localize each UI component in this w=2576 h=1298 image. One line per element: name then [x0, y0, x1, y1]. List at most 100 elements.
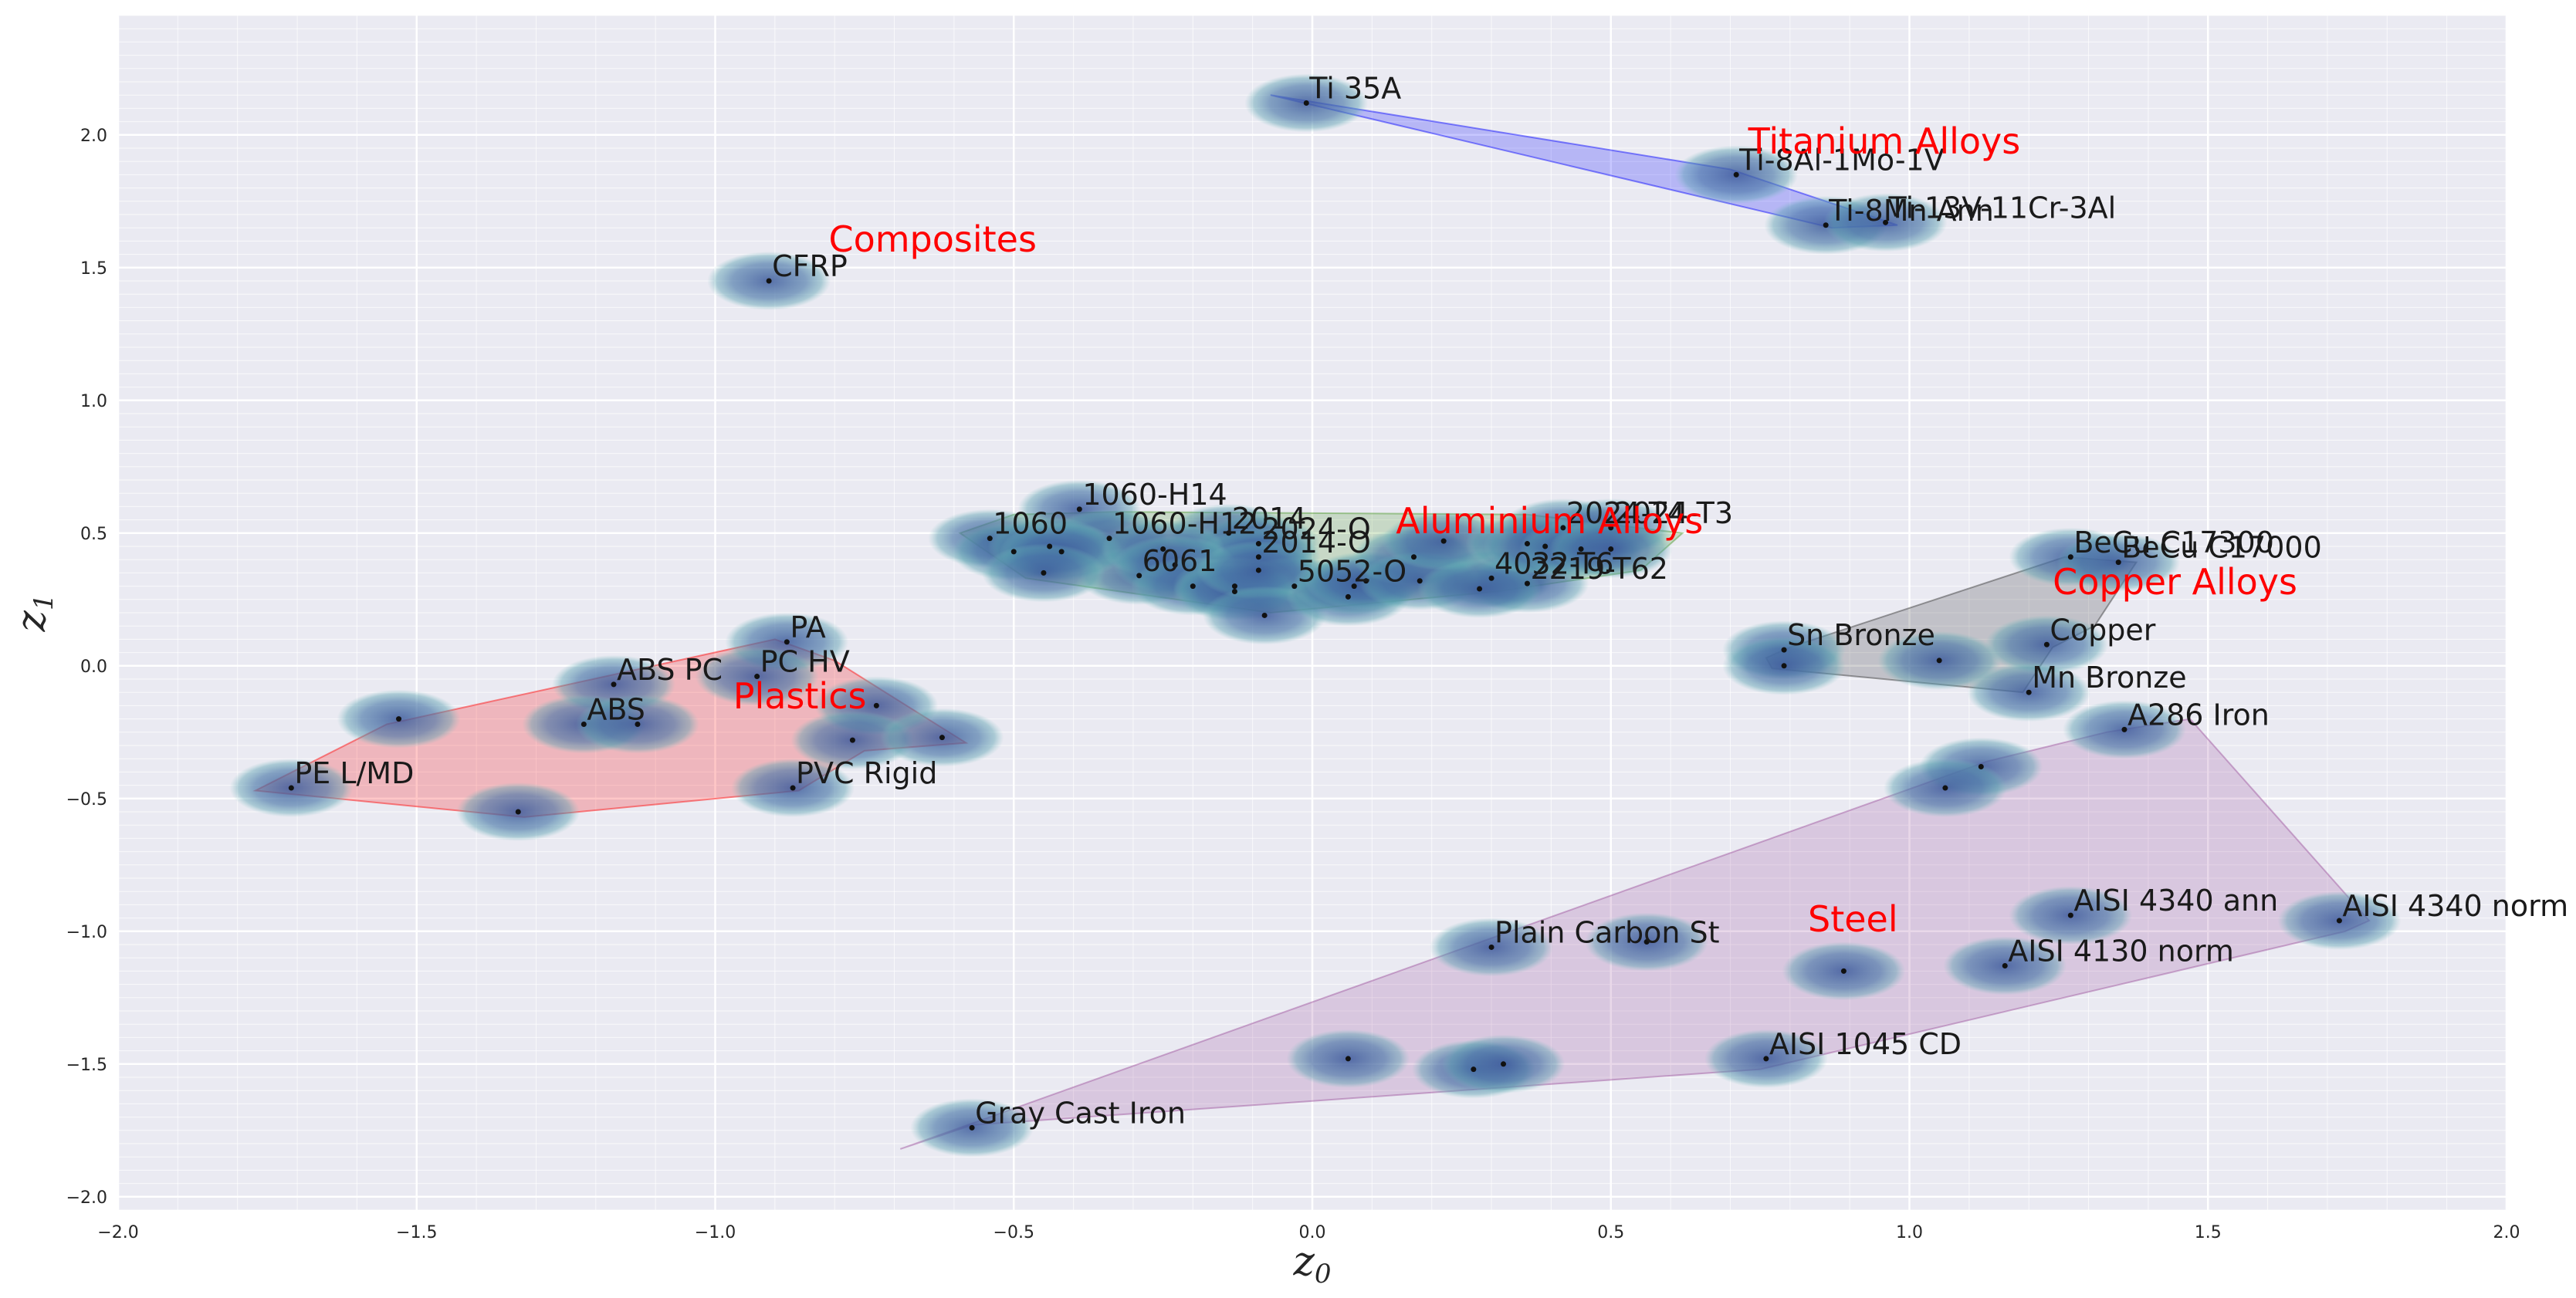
y-tick-label: −0.5 [66, 790, 107, 810]
point-label-mn-bronze: Mn Bronze [2032, 661, 2186, 695]
y-tick-label: −2.0 [66, 1188, 107, 1208]
point-aisi-4340-ann [2067, 912, 2073, 918]
point-steel [1978, 764, 1984, 770]
point-aluminium-alloys [1231, 588, 1237, 594]
point-aluminium-alloys [1255, 567, 1261, 573]
point-label-ti-35a: Ti 35A [1308, 72, 1401, 106]
point-ti-13v-11cr-3al [1883, 219, 1889, 225]
point-label-aisi-4340-ann: AISI 4340 ann [2073, 884, 2278, 918]
point-aluminium-alloys [1477, 586, 1483, 592]
point-5052-o [1291, 583, 1298, 590]
x-tick-label: 1.0 [1896, 1223, 1923, 1242]
point-label-1060-h14: 1060-H14 [1082, 478, 1227, 512]
point-plain-carbon-st [1488, 944, 1494, 950]
point-steel [1840, 968, 1847, 974]
x-tick-label: 0.5 [1597, 1223, 1624, 1242]
point-abs [581, 721, 587, 727]
point-label-2014-o: 2014-O [1261, 526, 1370, 559]
point-aluminium-alloys [1047, 543, 1053, 549]
y-axis-title: z1 [8, 593, 59, 632]
point-steel [1471, 1066, 1477, 1073]
point-aluminium-alloys [1351, 583, 1357, 590]
point-1060-h12 [1106, 536, 1112, 542]
x-tick-label: −0.5 [994, 1223, 1034, 1242]
group-label-plastics: Plastics [733, 675, 867, 717]
point-steel [1643, 939, 1650, 945]
group-labels: Titanium Alloys Composites Aluminium Alloy… [733, 120, 2297, 940]
point-label-6061: 6061 [1142, 544, 1217, 578]
point-pe-l-md [288, 785, 294, 791]
point-label-plain-carbon-st: Plain Carbon St [1494, 915, 1719, 949]
point-label-a286-iron: A286 Iron [2127, 698, 2270, 732]
point-aisi-4340-norm [2336, 918, 2342, 924]
point-aluminium-alloys [1160, 546, 1166, 552]
y-tick-label: 1.5 [80, 259, 107, 279]
x-tick-label: 0.0 [1299, 1223, 1326, 1242]
point-6061 [1136, 573, 1142, 579]
point-2024-t4 [1560, 525, 1566, 531]
group-label-aluminium-alloys: Aluminium Alloys [1396, 500, 1703, 542]
point-label-becu-c17000: BeCu C17000 [2121, 531, 2322, 565]
y-tick-label: 0.5 [80, 525, 107, 544]
point-plastics [396, 716, 402, 722]
point-aluminium-alloys [1410, 554, 1417, 560]
x-axis-title-main: z [1292, 1239, 1315, 1285]
y-tick-label: 0.0 [80, 657, 107, 677]
point-plastics [849, 737, 855, 743]
data-points [288, 100, 2342, 1131]
x-tick-label: −1.5 [396, 1223, 437, 1242]
point-copper [2043, 641, 2050, 647]
point-plastics [635, 721, 641, 727]
point-label-abs: ABS [587, 692, 645, 726]
point-1060-h14 [1076, 506, 1082, 512]
point-label-5052-o: 5052-O [1298, 555, 1406, 589]
point-label-aisi-4130-norm: AISI 4130 norm [2008, 935, 2234, 968]
point-copper-alloys [1936, 657, 1942, 664]
point-1060 [987, 536, 993, 542]
point-aluminium-alloys [1041, 570, 1047, 576]
point-copper-alloys [1781, 663, 1787, 669]
point-label-2024-t4: 2024-T4 [1566, 496, 1685, 530]
y-axis-title-main: z [8, 610, 55, 633]
y-tick-label: −1.0 [66, 923, 107, 942]
point-label-4032-t6: 4032-T6 [1494, 546, 1613, 580]
y-axis-ticks: −2.0 −1.5 −1.0 −0.5 0.0 0.5 1.0 1.5 2.0 [66, 127, 107, 1208]
point-2014-o [1255, 554, 1261, 560]
point-pc-hv [754, 674, 760, 680]
point-aluminium-alloys [1172, 562, 1178, 568]
x-tick-label: 2.0 [2493, 1223, 2520, 1242]
point-aisi-4130-norm [2002, 963, 2008, 969]
point-label-pe-l-md: PE L/MD [294, 756, 414, 790]
point-label-1060: 1060 [993, 507, 1068, 541]
y-tick-label: −1.5 [66, 1056, 107, 1075]
point-aluminium-alloys [1190, 583, 1196, 590]
point-2024-t3 [1608, 525, 1614, 531]
point-label-cfrp: CFRP [772, 249, 848, 283]
point-abs-pc [611, 681, 617, 688]
point-4032-t6 [1488, 575, 1494, 581]
point-label-ti-13v-11cr-3al: Ti-13V-11Cr-3Al [1888, 191, 2117, 225]
point-label-aisi-4340-norm: AISI 4340 norm [2342, 889, 2568, 923]
point-mn-bronze [2026, 689, 2032, 695]
point-aluminium-alloys [1261, 612, 1268, 618]
point-label-pc-hv: PC HV [760, 645, 850, 679]
point-label-becu-c17300: BeCu C17300 [2073, 526, 2274, 559]
x-tick-label: −2.0 [97, 1223, 138, 1242]
y-tick-label: 1.0 [80, 392, 107, 411]
point-plastics [939, 735, 945, 741]
point-label-gray-cast-iron: Gray Cast Iron [975, 1096, 1186, 1130]
point-sn-bronze [1781, 647, 1787, 653]
point-2219-t62 [1524, 580, 1530, 586]
point-label-pvc-rigid: PVC Rigid [796, 756, 937, 790]
point-label-abs-pc: ABS PC [617, 653, 723, 687]
point-aluminium-alloys [1440, 538, 1447, 544]
point-label-1060-h12: 1060-H12 [1112, 507, 1257, 541]
point-aluminium-alloys [1058, 549, 1065, 555]
y-axis-title-subscript: 1 [29, 593, 59, 610]
point-gray-cast-iron [969, 1124, 975, 1131]
point-label-2024-t3: 2024-T3 [1614, 496, 1733, 530]
point-a286-iron [2121, 726, 2127, 732]
point-cfrp [766, 278, 772, 284]
x-axis-ticks: −2.0 −1.5 −1.0 −0.5 0.0 0.5 1.0 1.5 2.0 [97, 1223, 2520, 1242]
point-steel [1501, 1061, 1507, 1067]
